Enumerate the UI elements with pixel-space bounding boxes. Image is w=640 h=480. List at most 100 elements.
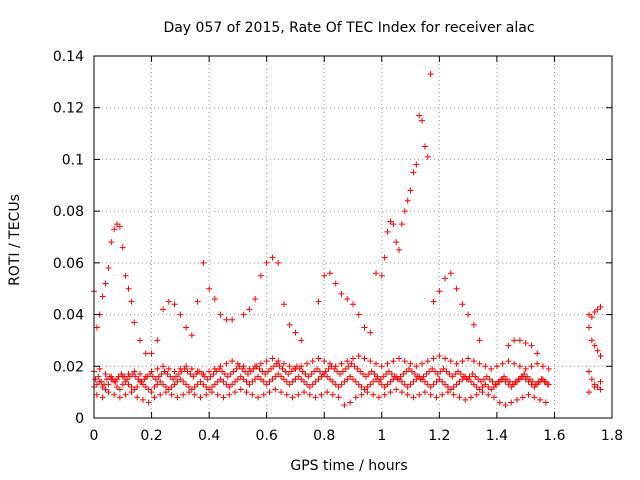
data-point — [314, 365, 321, 372]
data-point — [335, 394, 342, 401]
data-point — [509, 381, 516, 388]
data-point — [516, 363, 523, 370]
data-point — [204, 376, 211, 383]
data-point — [213, 368, 220, 375]
data-point — [198, 371, 205, 378]
data-point — [233, 365, 240, 372]
y-tick-label: 0.1 — [62, 152, 84, 168]
data-point — [476, 337, 483, 344]
data-point — [355, 352, 362, 359]
data-point — [522, 340, 529, 347]
data-point — [462, 396, 469, 403]
data-point — [338, 360, 345, 367]
data-point — [292, 329, 299, 336]
data-point — [472, 373, 479, 380]
data-point — [457, 371, 464, 378]
data-point — [208, 383, 215, 390]
data-point — [424, 153, 431, 160]
data-point — [411, 371, 418, 378]
data-point — [263, 259, 270, 266]
data-point — [393, 386, 400, 393]
data-point — [339, 368, 346, 375]
data-point — [203, 391, 210, 398]
data-point — [232, 389, 239, 396]
data-point — [588, 376, 595, 383]
data-point — [355, 381, 362, 388]
data-point — [503, 376, 510, 383]
data-point — [358, 391, 365, 398]
data-point — [488, 365, 495, 372]
data-point — [223, 316, 230, 323]
data-point — [227, 371, 234, 378]
data-point — [289, 394, 296, 401]
data-point — [447, 270, 454, 277]
data-point — [388, 371, 395, 378]
data-point — [597, 303, 604, 310]
data-point — [263, 381, 270, 388]
data-point — [367, 329, 374, 336]
y-tick-label: 0.06 — [53, 256, 84, 272]
data-point — [151, 383, 158, 390]
data-point — [275, 358, 282, 365]
data-point — [137, 371, 144, 378]
data-point — [545, 365, 552, 372]
data-point — [398, 221, 405, 228]
data-point — [483, 373, 490, 380]
data-point — [122, 391, 129, 398]
data-point — [397, 373, 404, 380]
data-point — [315, 298, 322, 305]
data-point — [427, 391, 434, 398]
data-point — [250, 365, 257, 372]
data-point — [407, 187, 414, 194]
data-point — [469, 371, 476, 378]
data-point — [299, 368, 306, 375]
data-point — [291, 365, 298, 372]
data-point — [266, 389, 273, 396]
data-point — [171, 381, 178, 388]
data-point — [449, 373, 456, 380]
data-point — [283, 378, 290, 385]
data-point — [306, 383, 313, 390]
data-point — [408, 368, 415, 375]
data-point — [242, 368, 249, 375]
data-point — [358, 383, 365, 390]
data-point — [137, 337, 144, 344]
data-point — [585, 368, 592, 375]
data-point — [390, 221, 397, 228]
data-point — [453, 381, 460, 388]
data-point — [316, 368, 323, 375]
data-point — [280, 301, 287, 308]
data-point — [168, 391, 175, 398]
data-point — [196, 368, 203, 375]
data-point — [188, 332, 195, 339]
data-point — [542, 399, 549, 406]
data-point — [377, 376, 384, 383]
data-point — [446, 371, 453, 378]
data-point — [131, 319, 138, 326]
data-point — [252, 376, 259, 383]
data-point — [373, 360, 380, 367]
data-point — [478, 378, 485, 385]
data-point — [326, 360, 333, 367]
data-point — [387, 218, 394, 225]
data-point — [93, 381, 100, 388]
data-point — [514, 396, 521, 403]
data-point — [424, 381, 431, 388]
data-point — [234, 360, 241, 367]
data-point — [312, 394, 319, 401]
data-point — [237, 386, 244, 393]
data-point — [180, 378, 187, 385]
data-point — [381, 391, 388, 398]
data-point — [585, 389, 592, 396]
data-point — [488, 386, 495, 393]
data-points — [91, 71, 604, 409]
data-point — [515, 376, 522, 383]
plot-frame — [93, 55, 613, 419]
data-point — [298, 337, 305, 344]
data-point — [465, 355, 472, 362]
data-point — [467, 378, 474, 385]
data-point — [125, 381, 132, 388]
data-point — [324, 389, 331, 396]
data-point — [260, 391, 267, 398]
data-point — [427, 71, 434, 78]
